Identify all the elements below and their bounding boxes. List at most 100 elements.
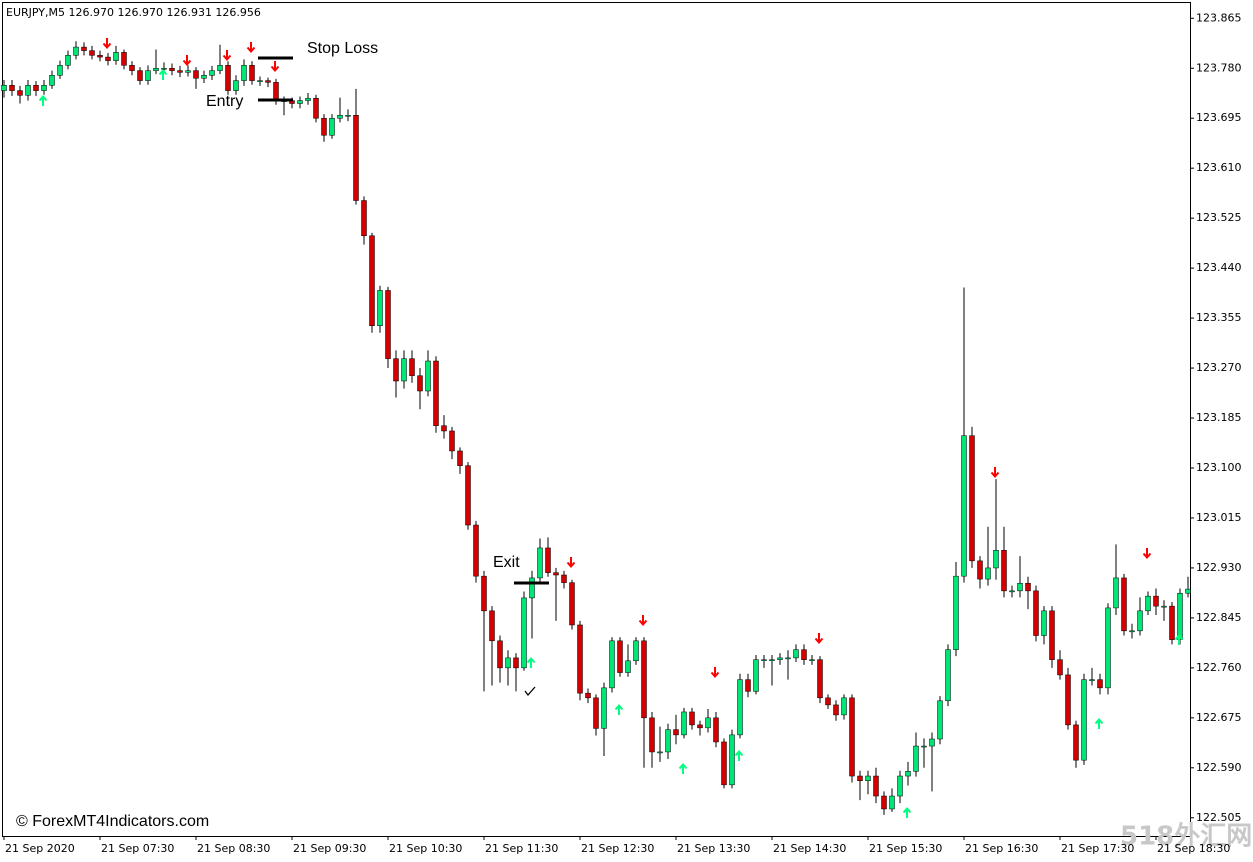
candle-body — [609, 640, 615, 689]
candle-body — [697, 724, 703, 729]
candle-body — [809, 659, 815, 661]
candle-body — [473, 524, 479, 577]
candle-body — [769, 659, 775, 661]
candle-body — [377, 290, 383, 326]
candle-body — [1113, 577, 1119, 609]
candle-body — [665, 729, 671, 753]
y-tick-label: 122.590 — [1196, 761, 1242, 774]
candle-body — [449, 430, 455, 452]
stop-loss-label: Stop Loss — [307, 40, 378, 57]
candle-body — [321, 117, 327, 136]
candle-body — [177, 70, 183, 73]
candle-body — [345, 115, 351, 117]
candle-body — [49, 75, 55, 86]
candle-body — [921, 745, 927, 748]
y-tick-label: 123.270 — [1196, 361, 1242, 374]
candle-body — [505, 657, 511, 669]
candle-body — [745, 679, 751, 692]
trade-lines — [258, 56, 549, 585]
candle-body — [569, 582, 575, 626]
candles — [1, 41, 1191, 815]
x-tick-label: 21 Sep 13:30 — [677, 842, 750, 855]
y-tick-label: 122.675 — [1196, 711, 1242, 724]
y-tick-label: 122.845 — [1196, 611, 1242, 624]
candle-body — [97, 55, 103, 58]
candle-body — [145, 70, 151, 81]
candle-body — [649, 717, 655, 753]
candle-body — [161, 68, 167, 70]
y-tick-label: 122.930 — [1196, 561, 1242, 574]
y-tick-label: 123.525 — [1196, 211, 1242, 224]
candle-body — [481, 575, 487, 612]
candle-body — [297, 100, 303, 104]
candle-body — [265, 80, 271, 83]
y-tick-label: 123.610 — [1196, 161, 1242, 174]
y-tick-label: 123.695 — [1196, 111, 1242, 124]
candle-body — [785, 657, 791, 660]
candle-body — [897, 775, 903, 797]
candle-body — [545, 547, 551, 573]
candle-body — [753, 659, 759, 692]
candle-body — [817, 659, 823, 699]
candle-body — [865, 775, 871, 781]
candle-body — [513, 657, 519, 669]
candle-body — [881, 795, 887, 810]
y-tick-label: 123.100 — [1196, 461, 1242, 474]
check-mark — [524, 686, 536, 697]
x-tick-label: 21 Sep 07:30 — [101, 842, 174, 855]
exit-label: Exit — [493, 554, 520, 571]
candle-body — [41, 85, 47, 91]
candle-body — [953, 575, 959, 650]
candle-body — [489, 610, 495, 642]
x-tick-label: 21 Sep 12:30 — [581, 842, 654, 855]
y-tick-label: 122.505 — [1196, 811, 1242, 824]
candle-body — [617, 640, 623, 673]
x-tick-label: 21 Sep 15:30 — [869, 842, 942, 855]
candle-body — [1185, 588, 1191, 594]
candle-body — [233, 80, 239, 91]
candle-body — [1073, 724, 1079, 761]
candle-body — [1177, 592, 1183, 640]
candle-body — [721, 741, 727, 786]
candle-body — [33, 85, 39, 91]
candle-body — [561, 574, 567, 583]
candle-body — [985, 567, 991, 580]
x-tick-label: 21 Sep 09:30 — [293, 842, 366, 855]
candle-body — [353, 115, 359, 201]
candle-body — [217, 65, 223, 71]
candle-body — [465, 465, 471, 526]
candle-body — [1049, 610, 1055, 660]
candle-body — [241, 65, 247, 81]
y-tick-label: 123.185 — [1196, 411, 1242, 424]
x-tick-label: 21 Sep 10:30 — [389, 842, 462, 855]
candle-body — [633, 640, 639, 662]
candle-body — [337, 115, 343, 119]
candle-body — [169, 68, 175, 71]
candle-body — [681, 711, 687, 736]
y-tick-label: 123.780 — [1196, 61, 1242, 74]
candle-body — [1017, 582, 1023, 592]
candle-body — [977, 560, 983, 580]
candle-body — [873, 775, 879, 797]
candle-body — [1161, 605, 1167, 608]
candle-body — [705, 717, 711, 729]
candle-body — [17, 90, 23, 96]
x-tick-label: 21 Sep 16:30 — [965, 842, 1038, 855]
candle-body — [801, 649, 807, 660]
candle-body — [1025, 582, 1031, 592]
candle-body — [417, 375, 423, 392]
candle-body — [113, 52, 119, 61]
candle-body — [593, 697, 599, 729]
candle-body — [201, 75, 207, 79]
candle-body — [393, 358, 399, 382]
candle-body — [9, 85, 15, 91]
candle-body — [889, 795, 895, 810]
candle-body — [1169, 605, 1175, 640]
copyright: © ForexMT4Indicators.com — [16, 813, 209, 830]
candle-body — [273, 82, 279, 101]
candle-body — [521, 597, 527, 669]
x-tick-label: 21 Sep 18:30 — [1157, 842, 1230, 855]
candle-body — [937, 700, 943, 740]
candle-body — [1081, 679, 1087, 761]
